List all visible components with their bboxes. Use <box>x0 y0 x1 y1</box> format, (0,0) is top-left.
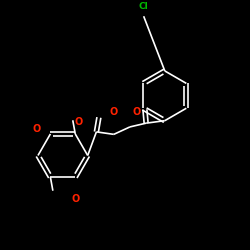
Text: O: O <box>32 124 41 134</box>
Text: O: O <box>110 107 118 117</box>
Text: O: O <box>75 117 83 127</box>
Text: O: O <box>71 194 80 204</box>
Text: O: O <box>132 107 140 117</box>
Text: Cl: Cl <box>139 2 148 11</box>
